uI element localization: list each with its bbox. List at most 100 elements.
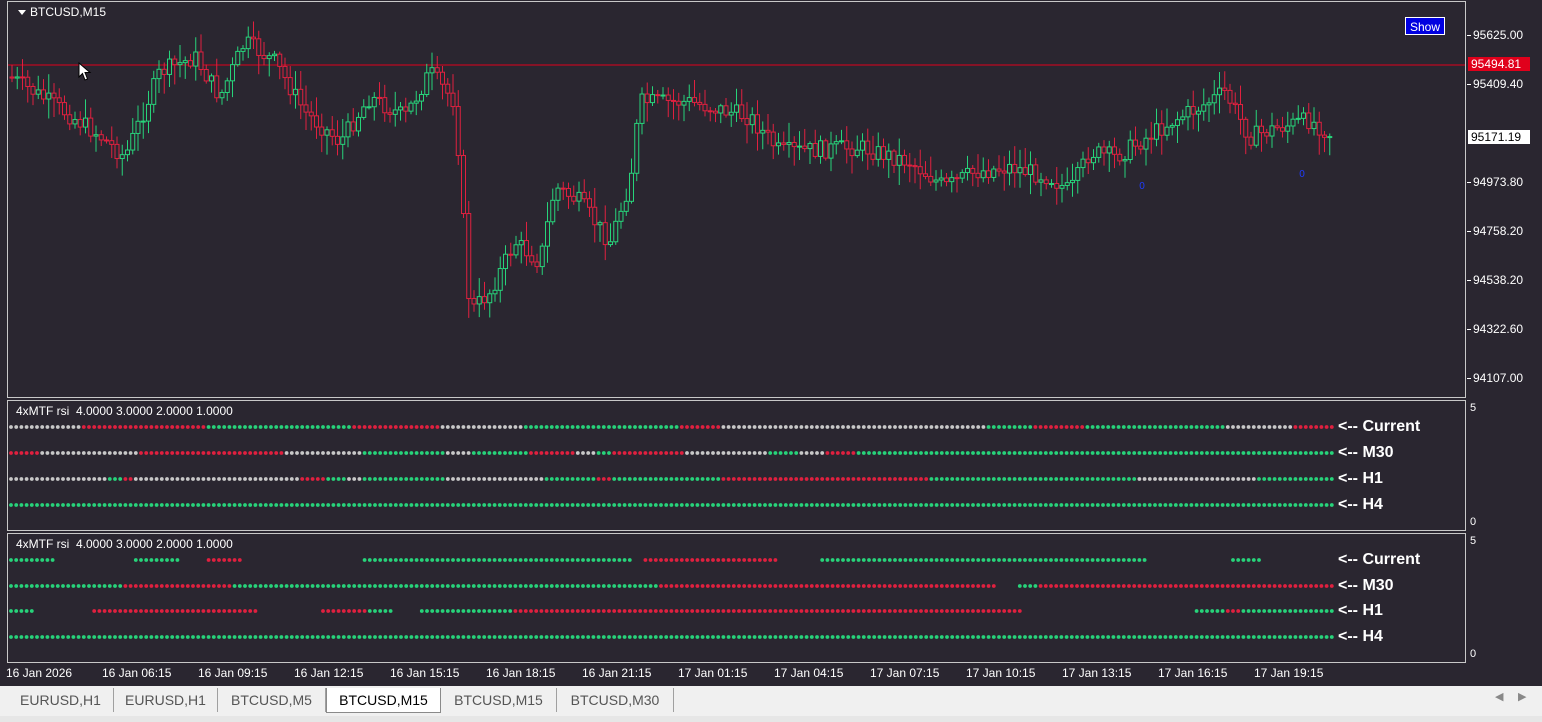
rsi-dot bbox=[685, 609, 689, 613]
rsi-dot bbox=[773, 503, 778, 507]
rsi-dot bbox=[123, 477, 128, 481]
rsi-dot bbox=[61, 425, 65, 429]
candle bbox=[1022, 148, 1028, 177]
rsi-dot bbox=[695, 451, 700, 455]
candle bbox=[46, 74, 52, 119]
rsi-dot bbox=[757, 503, 762, 507]
rsi-dot bbox=[180, 635, 185, 639]
rsi-dot bbox=[201, 451, 206, 455]
rsi-dot bbox=[867, 425, 871, 429]
price-axis-label: 94107.00 bbox=[1473, 371, 1524, 385]
rsi-dot bbox=[1314, 635, 1319, 639]
rsi-dot bbox=[939, 635, 944, 639]
rsi-dot bbox=[742, 503, 747, 507]
rsi-dot bbox=[607, 451, 611, 455]
rsi-dot bbox=[986, 503, 991, 507]
rsi-dot bbox=[867, 477, 871, 481]
rsi-dot bbox=[726, 425, 731, 429]
rsi-dot bbox=[716, 635, 721, 639]
rsi-dot bbox=[716, 451, 721, 455]
rsi-dot bbox=[435, 558, 440, 562]
rsi-dot bbox=[1054, 503, 1059, 507]
rsi-dot bbox=[523, 451, 528, 455]
rsi-dot bbox=[1111, 558, 1116, 562]
candle bbox=[954, 173, 960, 193]
candle bbox=[314, 97, 319, 139]
rsi-dot bbox=[409, 584, 414, 588]
rsi-dot bbox=[321, 584, 325, 588]
rsi-dot bbox=[575, 425, 580, 429]
rsi-dot bbox=[451, 503, 455, 507]
rsi-dot bbox=[981, 425, 986, 429]
rsi-dot bbox=[1002, 558, 1007, 562]
tab-eurusd-h1[interactable]: EURUSD,H1 bbox=[8, 688, 114, 712]
rsi-dot bbox=[45, 558, 50, 562]
tab-eurusd-h1[interactable]: EURUSD,H1 bbox=[114, 688, 218, 712]
candle bbox=[67, 104, 73, 131]
rsi-dot bbox=[856, 584, 861, 588]
tab-btcusd-m5[interactable]: BTCUSD,M5 bbox=[218, 688, 326, 712]
time-axis-label: 16 Jan 06:15 bbox=[102, 666, 172, 680]
rsi-dot bbox=[539, 609, 544, 613]
rsi-dot bbox=[1033, 635, 1038, 639]
rsi-dot bbox=[835, 425, 840, 429]
rsi-dot bbox=[461, 635, 466, 639]
candle bbox=[665, 87, 671, 118]
rsi-dot bbox=[726, 609, 731, 613]
tab-btcusd-m15[interactable]: BTCUSD,M15 bbox=[326, 688, 441, 713]
rsi-dot bbox=[965, 584, 970, 588]
rsi-dot bbox=[248, 635, 253, 639]
rsi-dot bbox=[1095, 503, 1100, 507]
rsi-dot bbox=[991, 477, 996, 481]
tab-scroll-right-icon[interactable]: ▶ bbox=[1518, 691, 1527, 703]
rsi-dot bbox=[1246, 503, 1251, 507]
rsi-dot bbox=[898, 584, 903, 588]
candle bbox=[833, 135, 839, 155]
rsi-dot bbox=[882, 425, 887, 429]
rsi-dot bbox=[934, 635, 939, 639]
candle bbox=[30, 83, 36, 106]
tab-btcusd-m30[interactable]: BTCUSD,M30 bbox=[557, 688, 674, 712]
candlestick-chart[interactable]: 00 bbox=[8, 2, 1466, 398]
rsi-dot bbox=[1319, 451, 1324, 455]
rsi-dot bbox=[1210, 477, 1215, 481]
rsi-dot bbox=[570, 558, 575, 562]
show-button[interactable]: Show bbox=[1405, 17, 1445, 35]
candle bbox=[114, 136, 120, 169]
rsi-dot bbox=[227, 558, 232, 562]
rsi-dot bbox=[1153, 584, 1157, 588]
rsi-dot bbox=[794, 503, 799, 507]
time-axis-label: 16 Jan 09:15 bbox=[198, 666, 268, 680]
rsi-dot bbox=[669, 451, 674, 455]
dropdown-triangle-icon[interactable] bbox=[18, 10, 26, 16]
rsi-dot bbox=[1049, 425, 1053, 429]
indicator-pane-1[interactable]: 4xMTF rsi 4.0000 3.0000 2.0000 1.0000 bbox=[7, 400, 1466, 531]
rsi-dot bbox=[1298, 477, 1303, 481]
rsi-dot bbox=[1225, 584, 1230, 588]
candle bbox=[944, 173, 949, 187]
rsi-dot bbox=[955, 425, 960, 429]
rsi-dot bbox=[908, 503, 913, 507]
rsi-dot bbox=[352, 451, 357, 455]
rsi-dot bbox=[513, 503, 518, 507]
rsi-dot bbox=[503, 451, 507, 455]
rsi-dot bbox=[539, 425, 544, 429]
horizontal-scrollbar[interactable] bbox=[0, 716, 1542, 722]
rsi-dot bbox=[24, 451, 29, 455]
candle bbox=[933, 170, 939, 191]
rsi-dot bbox=[248, 451, 253, 455]
rsi-dot bbox=[1236, 425, 1241, 429]
candle bbox=[681, 94, 687, 122]
rsi-dot bbox=[144, 477, 149, 481]
rsi-dot bbox=[1127, 503, 1131, 507]
tab-scroll-left-icon[interactable]: ◀ bbox=[1495, 691, 1504, 703]
rsi-dot bbox=[648, 635, 653, 639]
rsi-dot bbox=[846, 425, 851, 429]
indicator-pane-2[interactable]: 4xMTF rsi 4.0000 3.0000 2.0000 1.0000 bbox=[7, 533, 1466, 663]
chart-symbol-title[interactable]: BTCUSD,M15 bbox=[18, 5, 106, 19]
rsi-dot bbox=[284, 425, 289, 429]
tab-btcusd-m15[interactable]: BTCUSD,M15 bbox=[441, 688, 557, 712]
rsi-dot bbox=[367, 451, 372, 455]
